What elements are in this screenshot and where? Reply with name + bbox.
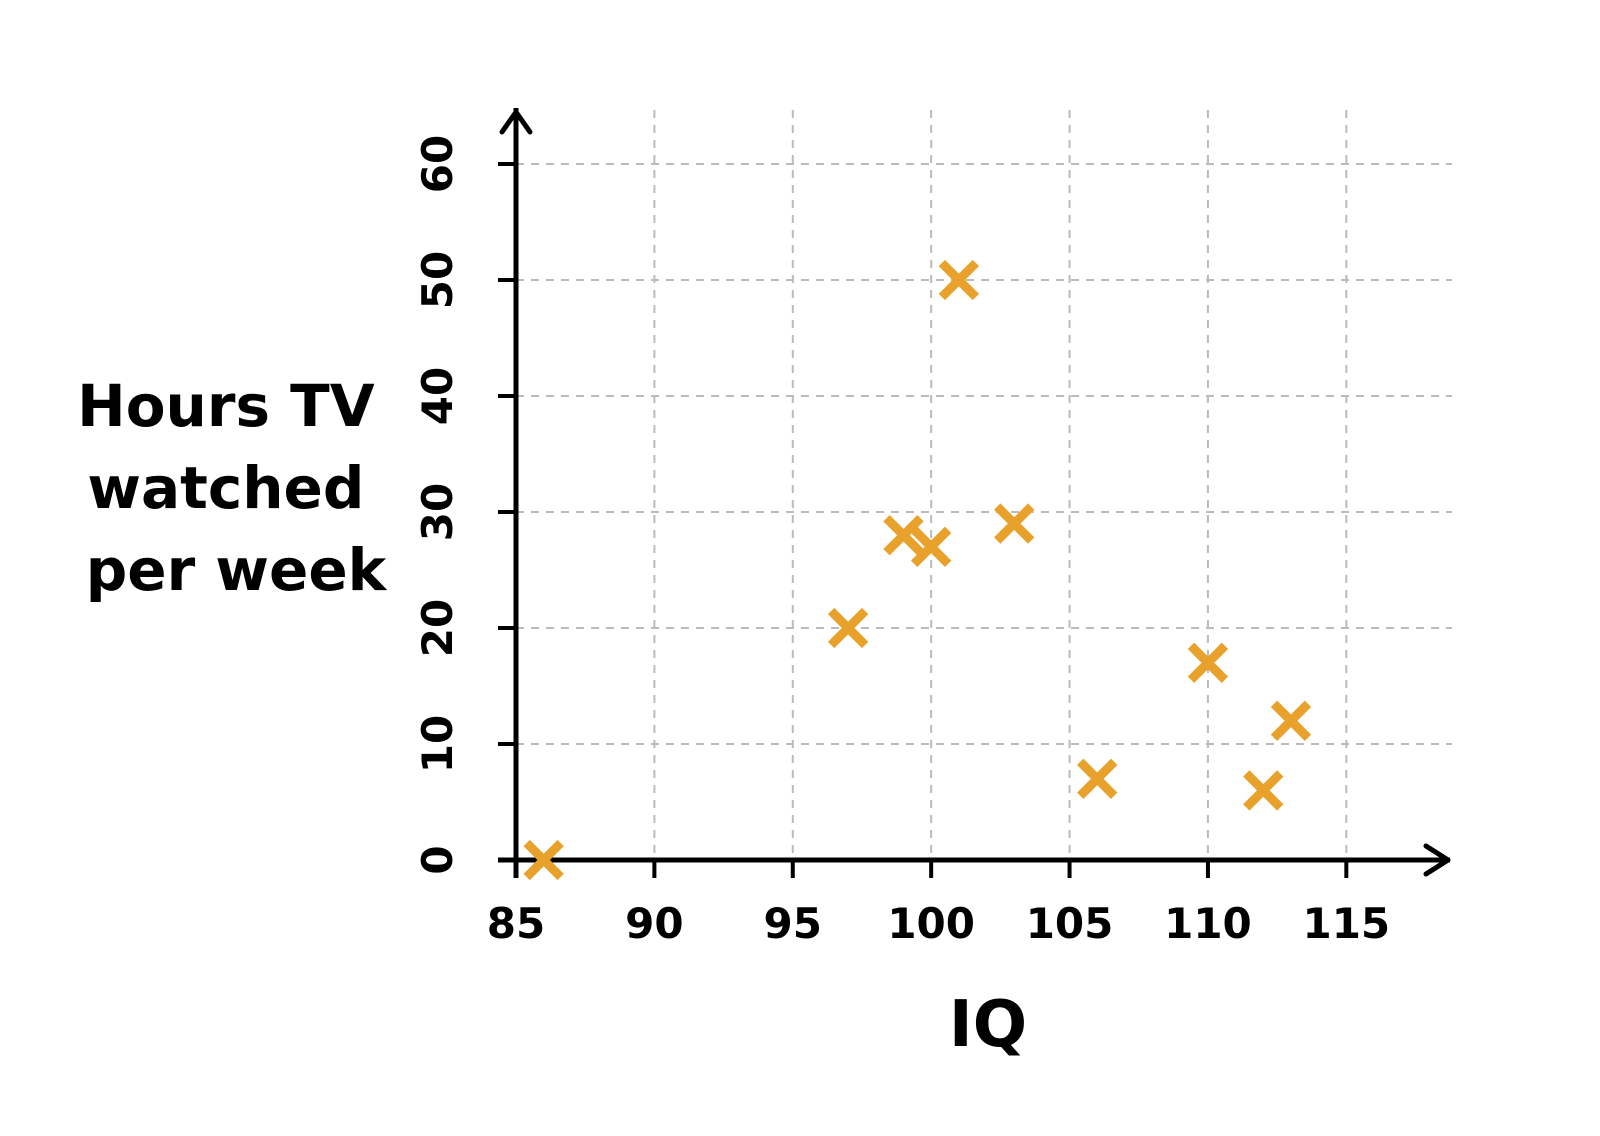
grid-lines [516, 110, 1452, 860]
data-point [938, 259, 980, 301]
data-point [1187, 642, 1229, 683]
tick-marks [498, 162, 1349, 878]
marker-stroke [1187, 642, 1229, 683]
tick-labels: 85 90 95 100 105 110 115 0 10 20 30 40 50 60 [413, 135, 1390, 948]
data-point [523, 839, 564, 881]
y-axis-title-line-3: per week [86, 536, 388, 604]
data-point [994, 503, 1035, 544]
data-point [883, 515, 924, 556]
y-tick-label: 0 [413, 845, 462, 874]
x-tick-label: 100 [887, 899, 975, 948]
marker-stroke [938, 259, 980, 301]
x-tick-label: 85 [487, 899, 545, 948]
y-tick-label: 20 [413, 599, 462, 657]
y-axis-title-line-1: Hours TV [77, 372, 375, 440]
data-point [827, 607, 869, 649]
marker-stroke [910, 526, 952, 567]
x-tick-label: 110 [1164, 899, 1252, 948]
x-axis-arrowhead [1423, 843, 1451, 877]
y-tick-label: 50 [413, 251, 462, 309]
x-axis-title: IQ [949, 988, 1027, 1062]
data-point [1243, 770, 1284, 811]
marker-stroke [1243, 770, 1284, 811]
marker-stroke [883, 515, 924, 556]
marker-stroke [1270, 700, 1312, 741]
y-tick-label: 60 [413, 135, 462, 193]
data-point [1270, 700, 1312, 741]
y-axis-title-line-2: watched [87, 454, 364, 522]
axes [498, 108, 1451, 878]
y-axis-title: Hours TV watched per week [77, 372, 395, 604]
y-tick-label: 10 [413, 715, 462, 773]
axis-titles: IQ Hours TV watched per week [77, 372, 1027, 1062]
marker-stroke [1077, 758, 1118, 799]
marker-stroke [827, 607, 869, 649]
y-axis-arrowhead [499, 109, 533, 135]
marker-stroke [523, 839, 564, 881]
x-tick-label: 90 [625, 899, 683, 948]
y-tick-label: 30 [413, 483, 462, 541]
data-points [523, 259, 1312, 881]
x-tick-label: 105 [1026, 899, 1114, 948]
data-point [910, 526, 952, 567]
data-point [1077, 758, 1118, 799]
x-tick-label: 95 [764, 899, 822, 948]
y-tick-label: 40 [413, 367, 462, 425]
x-tick-label: 115 [1302, 899, 1390, 948]
marker-stroke [994, 503, 1035, 544]
